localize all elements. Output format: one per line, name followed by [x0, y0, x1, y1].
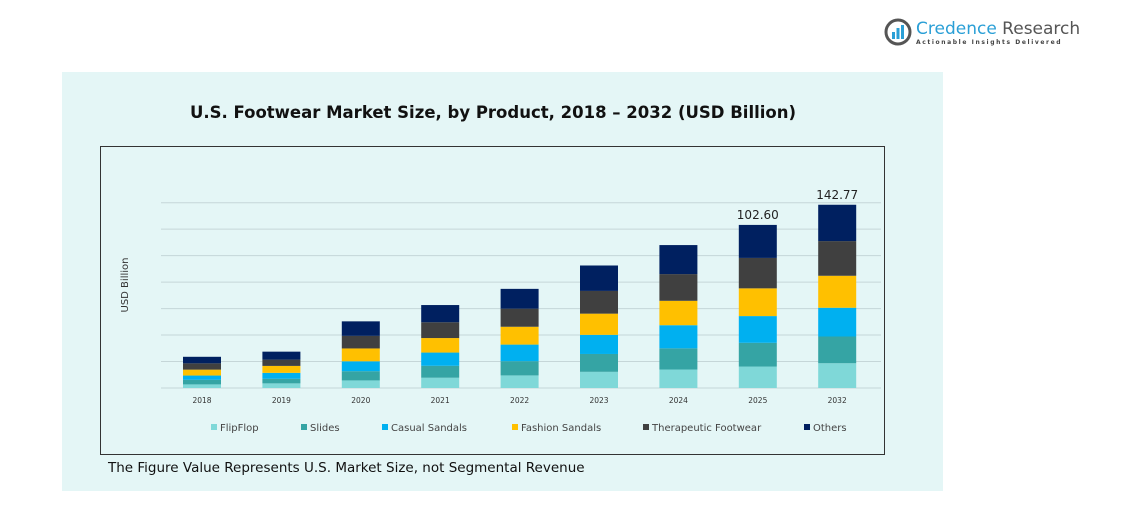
bar-segment-others-2021	[421, 305, 460, 323]
legend-swatch	[512, 424, 518, 430]
legend-swatch	[643, 424, 649, 430]
legend-item: Fashion Sandals	[521, 423, 601, 434]
bar-segment-fashion-sandals-2024	[659, 300, 698, 326]
bar-segment-therapeutic-footwear-2024	[659, 274, 698, 301]
legend-item: FlipFlop	[220, 423, 259, 434]
bar-segment-therapeutic-footwear-2019	[262, 359, 301, 366]
bar-segment-others-2019	[262, 351, 301, 360]
x-tick-label: 2021	[431, 396, 450, 405]
bar-segment-therapeutic-footwear-2032	[818, 241, 857, 276]
bar-segment-flipflop-2021	[421, 377, 460, 388]
legend-item: Slides	[310, 423, 340, 434]
bar-segment-others-2024	[659, 245, 698, 275]
x-tick-label: 2023	[589, 396, 608, 405]
bar-segment-slides-2019	[262, 378, 301, 384]
x-tick-label: 2020	[351, 396, 370, 405]
x-tick-label: 2019	[272, 396, 291, 405]
bar-segment-others-2018	[183, 356, 221, 364]
x-tick-label: 2022	[510, 396, 529, 405]
plot-frame: USD Billion 2018 2019 2020 2021 2022 2023 2024 2…	[100, 146, 885, 455]
legend-swatch	[382, 424, 388, 430]
bar-segment-fashion-sandals-2022	[500, 326, 539, 345]
y-axis-label: USD Billion	[120, 258, 131, 313]
bar-segment-fashion-sandals-2019	[262, 365, 301, 373]
bar-segment-flipflop-2023	[580, 371, 618, 388]
bar-segment-others-2032	[818, 204, 857, 242]
bar-segment-casual-sandals-2022	[500, 344, 539, 362]
bar-segment-casual-sandals-2020	[341, 361, 380, 372]
bar-segment-casual-sandals-2021	[421, 352, 460, 366]
chart-panel	[62, 72, 943, 491]
bar-segment-flipflop-2020	[341, 380, 380, 388]
bar-segment-fashion-sandals-2018	[183, 369, 221, 376]
bar-segment-casual-sandals-2024	[659, 325, 698, 349]
bar-segment-others-2022	[500, 288, 539, 309]
bar-segment-slides-2023	[580, 353, 618, 372]
bar-segment-fashion-sandals-2032	[818, 275, 857, 308]
logo-icon	[884, 18, 912, 46]
logo-tagline: Actionable Insights Delivered	[916, 38, 1063, 46]
credence-research-logo: Credence Research Actionable Insights De…	[884, 18, 1080, 46]
bar-segment-others-2023	[580, 265, 618, 291]
bar-segment-flipflop-2032	[818, 363, 857, 388]
x-tick-label: 2018	[192, 396, 211, 405]
bar-segment-slides-2021	[421, 365, 460, 378]
bar-segment-slides-2032	[818, 336, 857, 364]
bar-segment-flipflop-2022	[500, 375, 539, 388]
logo-name-b: Research	[996, 18, 1081, 39]
bar-segment-fashion-sandals-2023	[580, 313, 618, 335]
bar-segment-fashion-sandals-2021	[421, 338, 460, 353]
footnote: The Figure Value Represents U.S. Market …	[108, 460, 585, 476]
bar-segment-casual-sandals-2032	[818, 307, 857, 337]
bar-segment-fashion-sandals-2025	[738, 288, 777, 317]
x-tick-label: 2032	[828, 396, 847, 405]
bar-segment-flipflop-2018	[183, 384, 221, 388]
bar-segment-slides-2018	[183, 379, 221, 385]
legend-item: Casual Sandals	[391, 423, 467, 434]
bar-segment-fashion-sandals-2020	[341, 348, 380, 362]
bar-segment-therapeutic-footwear-2018	[183, 363, 221, 370]
bar-segment-therapeutic-footwear-2025	[738, 257, 777, 289]
bar-segment-therapeutic-footwear-2022	[500, 308, 539, 327]
legend-item: Others	[813, 423, 847, 434]
bar-segment-slides-2020	[341, 371, 380, 381]
legend-swatch	[301, 424, 307, 430]
data-label-2025: 102.60	[737, 208, 779, 222]
bar-segment-therapeutic-footwear-2021	[421, 322, 460, 339]
bar-segment-slides-2025	[738, 342, 777, 367]
bar-segment-casual-sandals-2025	[738, 316, 777, 343]
stacked-bar-chart: USD Billion 2018 2019 2020 2021 2022 2023 2024 2…	[120, 188, 881, 434]
bar-segment-casual-sandals-2019	[262, 372, 301, 379]
bar-segment-slides-2024	[659, 348, 698, 370]
x-tick-label: 2025	[748, 396, 767, 405]
data-label-2032: 142.77	[816, 188, 858, 202]
legend-swatch	[211, 424, 217, 430]
legend-item: Therapeutic Footwear	[651, 423, 762, 434]
bar-segment-flipflop-2024	[659, 369, 698, 388]
bar-segment-therapeutic-footwear-2023	[580, 290, 618, 314]
bar-segment-casual-sandals-2018	[183, 375, 221, 380]
logo-name-a: Credence	[916, 18, 997, 39]
bar-segment-therapeutic-footwear-2020	[341, 335, 380, 349]
bar-segment-slides-2022	[500, 361, 539, 376]
legend-swatch	[804, 424, 810, 430]
x-tick-label: 2024	[669, 396, 688, 405]
bar-segment-flipflop-2019	[262, 383, 301, 388]
bar-segment-casual-sandals-2023	[580, 334, 618, 354]
bar-segment-flipflop-2025	[738, 366, 777, 388]
bar-segment-others-2025	[738, 224, 777, 258]
chart-title: U.S. Footwear Market Size, by Product, 2…	[189, 103, 797, 122]
bar-segment-others-2020	[341, 321, 380, 336]
